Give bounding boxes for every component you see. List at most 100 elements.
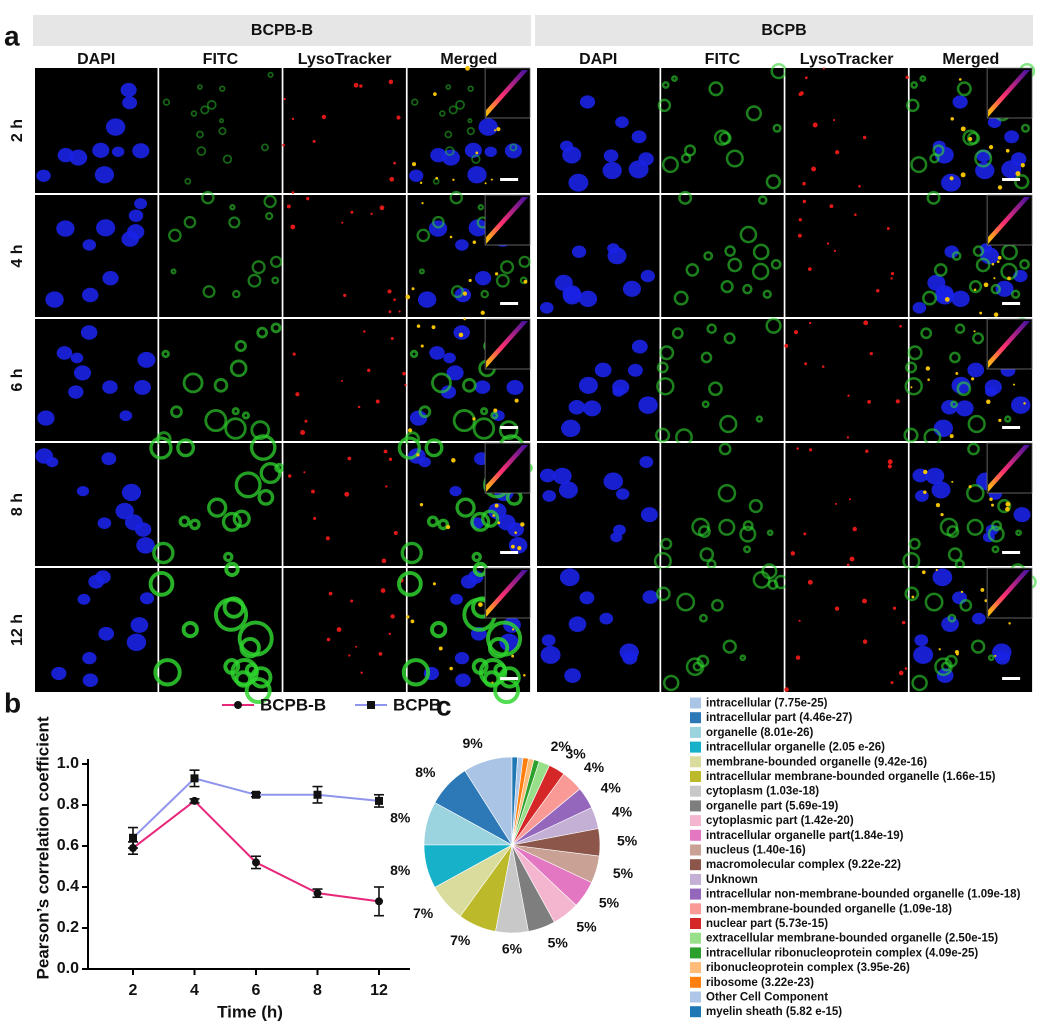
yellow-signal bbox=[465, 66, 470, 71]
red-signal bbox=[328, 591, 333, 596]
red-signal bbox=[811, 166, 817, 172]
red-signal bbox=[895, 399, 900, 404]
legend-swatch bbox=[690, 1006, 701, 1018]
red-signal bbox=[807, 267, 812, 271]
red-signal bbox=[798, 619, 801, 622]
green-signal bbox=[249, 434, 277, 461]
yellow-signal bbox=[944, 297, 950, 302]
legend-swatch bbox=[690, 859, 701, 871]
yellow-signal bbox=[949, 434, 954, 439]
green-signal bbox=[656, 586, 671, 602]
green-signal bbox=[684, 144, 697, 157]
micrograph bbox=[397, 434, 533, 566]
red-signal bbox=[865, 449, 869, 453]
legend-swatch bbox=[690, 771, 701, 782]
micrograph bbox=[909, 190, 1033, 317]
red-signal bbox=[793, 330, 799, 335]
legend-label: organelle (8.01e-26) bbox=[706, 727, 814, 739]
red-signal bbox=[404, 383, 407, 387]
nucleus bbox=[985, 386, 998, 397]
nucleus bbox=[98, 626, 115, 641]
red-signal bbox=[796, 447, 799, 450]
nucleus bbox=[622, 651, 638, 665]
green-signal bbox=[708, 81, 724, 97]
nucleus bbox=[140, 592, 155, 605]
green-signal bbox=[745, 105, 763, 122]
group-header bbox=[33, 15, 531, 46]
green-signal bbox=[661, 156, 679, 174]
red-signal bbox=[802, 181, 806, 186]
green-signal bbox=[452, 409, 476, 433]
red-signal bbox=[854, 213, 857, 217]
nucleus bbox=[568, 173, 589, 192]
yellow-signal bbox=[986, 399, 991, 404]
y-tick-label: 1.0 bbox=[57, 755, 79, 772]
slice-label: 8% bbox=[390, 862, 411, 878]
green-signal bbox=[409, 349, 419, 359]
image-background bbox=[537, 568, 660, 692]
legend-swatch bbox=[690, 844, 701, 856]
green-signal bbox=[720, 280, 734, 294]
red-signal bbox=[898, 670, 904, 676]
y-tick-label: 0.8 bbox=[57, 796, 79, 813]
green-signal bbox=[257, 489, 275, 506]
green-signal bbox=[221, 511, 242, 532]
green-signal bbox=[444, 130, 453, 139]
legend-swatch bbox=[690, 785, 701, 797]
green-signal bbox=[229, 204, 236, 211]
green-signal bbox=[218, 127, 227, 136]
red-signal bbox=[899, 324, 902, 328]
x-tick-label: 6 bbox=[252, 982, 261, 999]
green-signal bbox=[181, 620, 199, 639]
nucleus bbox=[639, 456, 654, 468]
nucleus bbox=[612, 386, 625, 397]
nucleus bbox=[409, 169, 424, 182]
red-signal bbox=[807, 579, 813, 585]
green-signal bbox=[498, 420, 519, 441]
green-signal bbox=[397, 571, 423, 597]
nucleus bbox=[119, 410, 133, 422]
y-tick-label: 0.4 bbox=[57, 878, 79, 895]
red-signal bbox=[291, 191, 295, 194]
green-signal bbox=[401, 658, 431, 687]
green-signal bbox=[400, 541, 423, 565]
green-signal bbox=[708, 381, 723, 397]
nucleus bbox=[121, 231, 139, 247]
yellow-signal bbox=[960, 172, 966, 178]
green-signal bbox=[722, 639, 737, 654]
nucleus bbox=[932, 568, 953, 587]
nucleus bbox=[579, 591, 595, 605]
green-signal bbox=[766, 529, 774, 537]
scale-bar bbox=[1002, 426, 1021, 429]
green-signal bbox=[196, 146, 207, 156]
marker bbox=[252, 790, 260, 799]
yellow-signal bbox=[993, 277, 996, 280]
nucleus bbox=[912, 301, 927, 314]
yellow-signal bbox=[462, 291, 468, 296]
green-signal bbox=[250, 420, 271, 441]
yellow-signal bbox=[996, 260, 1000, 264]
yellow-signal bbox=[432, 582, 436, 586]
micrograph bbox=[904, 563, 1037, 692]
green-signal bbox=[920, 327, 933, 340]
green-signal bbox=[490, 411, 499, 420]
red-signal bbox=[389, 176, 395, 182]
yellow-signal bbox=[497, 521, 501, 525]
nucleus bbox=[120, 82, 137, 98]
red-signal bbox=[797, 233, 802, 238]
green-signal bbox=[660, 537, 673, 550]
series-line bbox=[132, 799, 380, 903]
green-signal bbox=[270, 255, 283, 268]
green-signal bbox=[168, 228, 182, 243]
red-signal bbox=[383, 449, 388, 454]
image-background bbox=[537, 443, 660, 566]
nucleus bbox=[446, 365, 464, 381]
yellow-signal bbox=[494, 503, 499, 508]
green-signal bbox=[724, 245, 736, 257]
red-signal bbox=[367, 368, 371, 373]
green-signal bbox=[471, 154, 481, 164]
green-signal bbox=[477, 204, 484, 211]
red-signal bbox=[849, 556, 855, 562]
micrograph bbox=[283, 443, 406, 566]
